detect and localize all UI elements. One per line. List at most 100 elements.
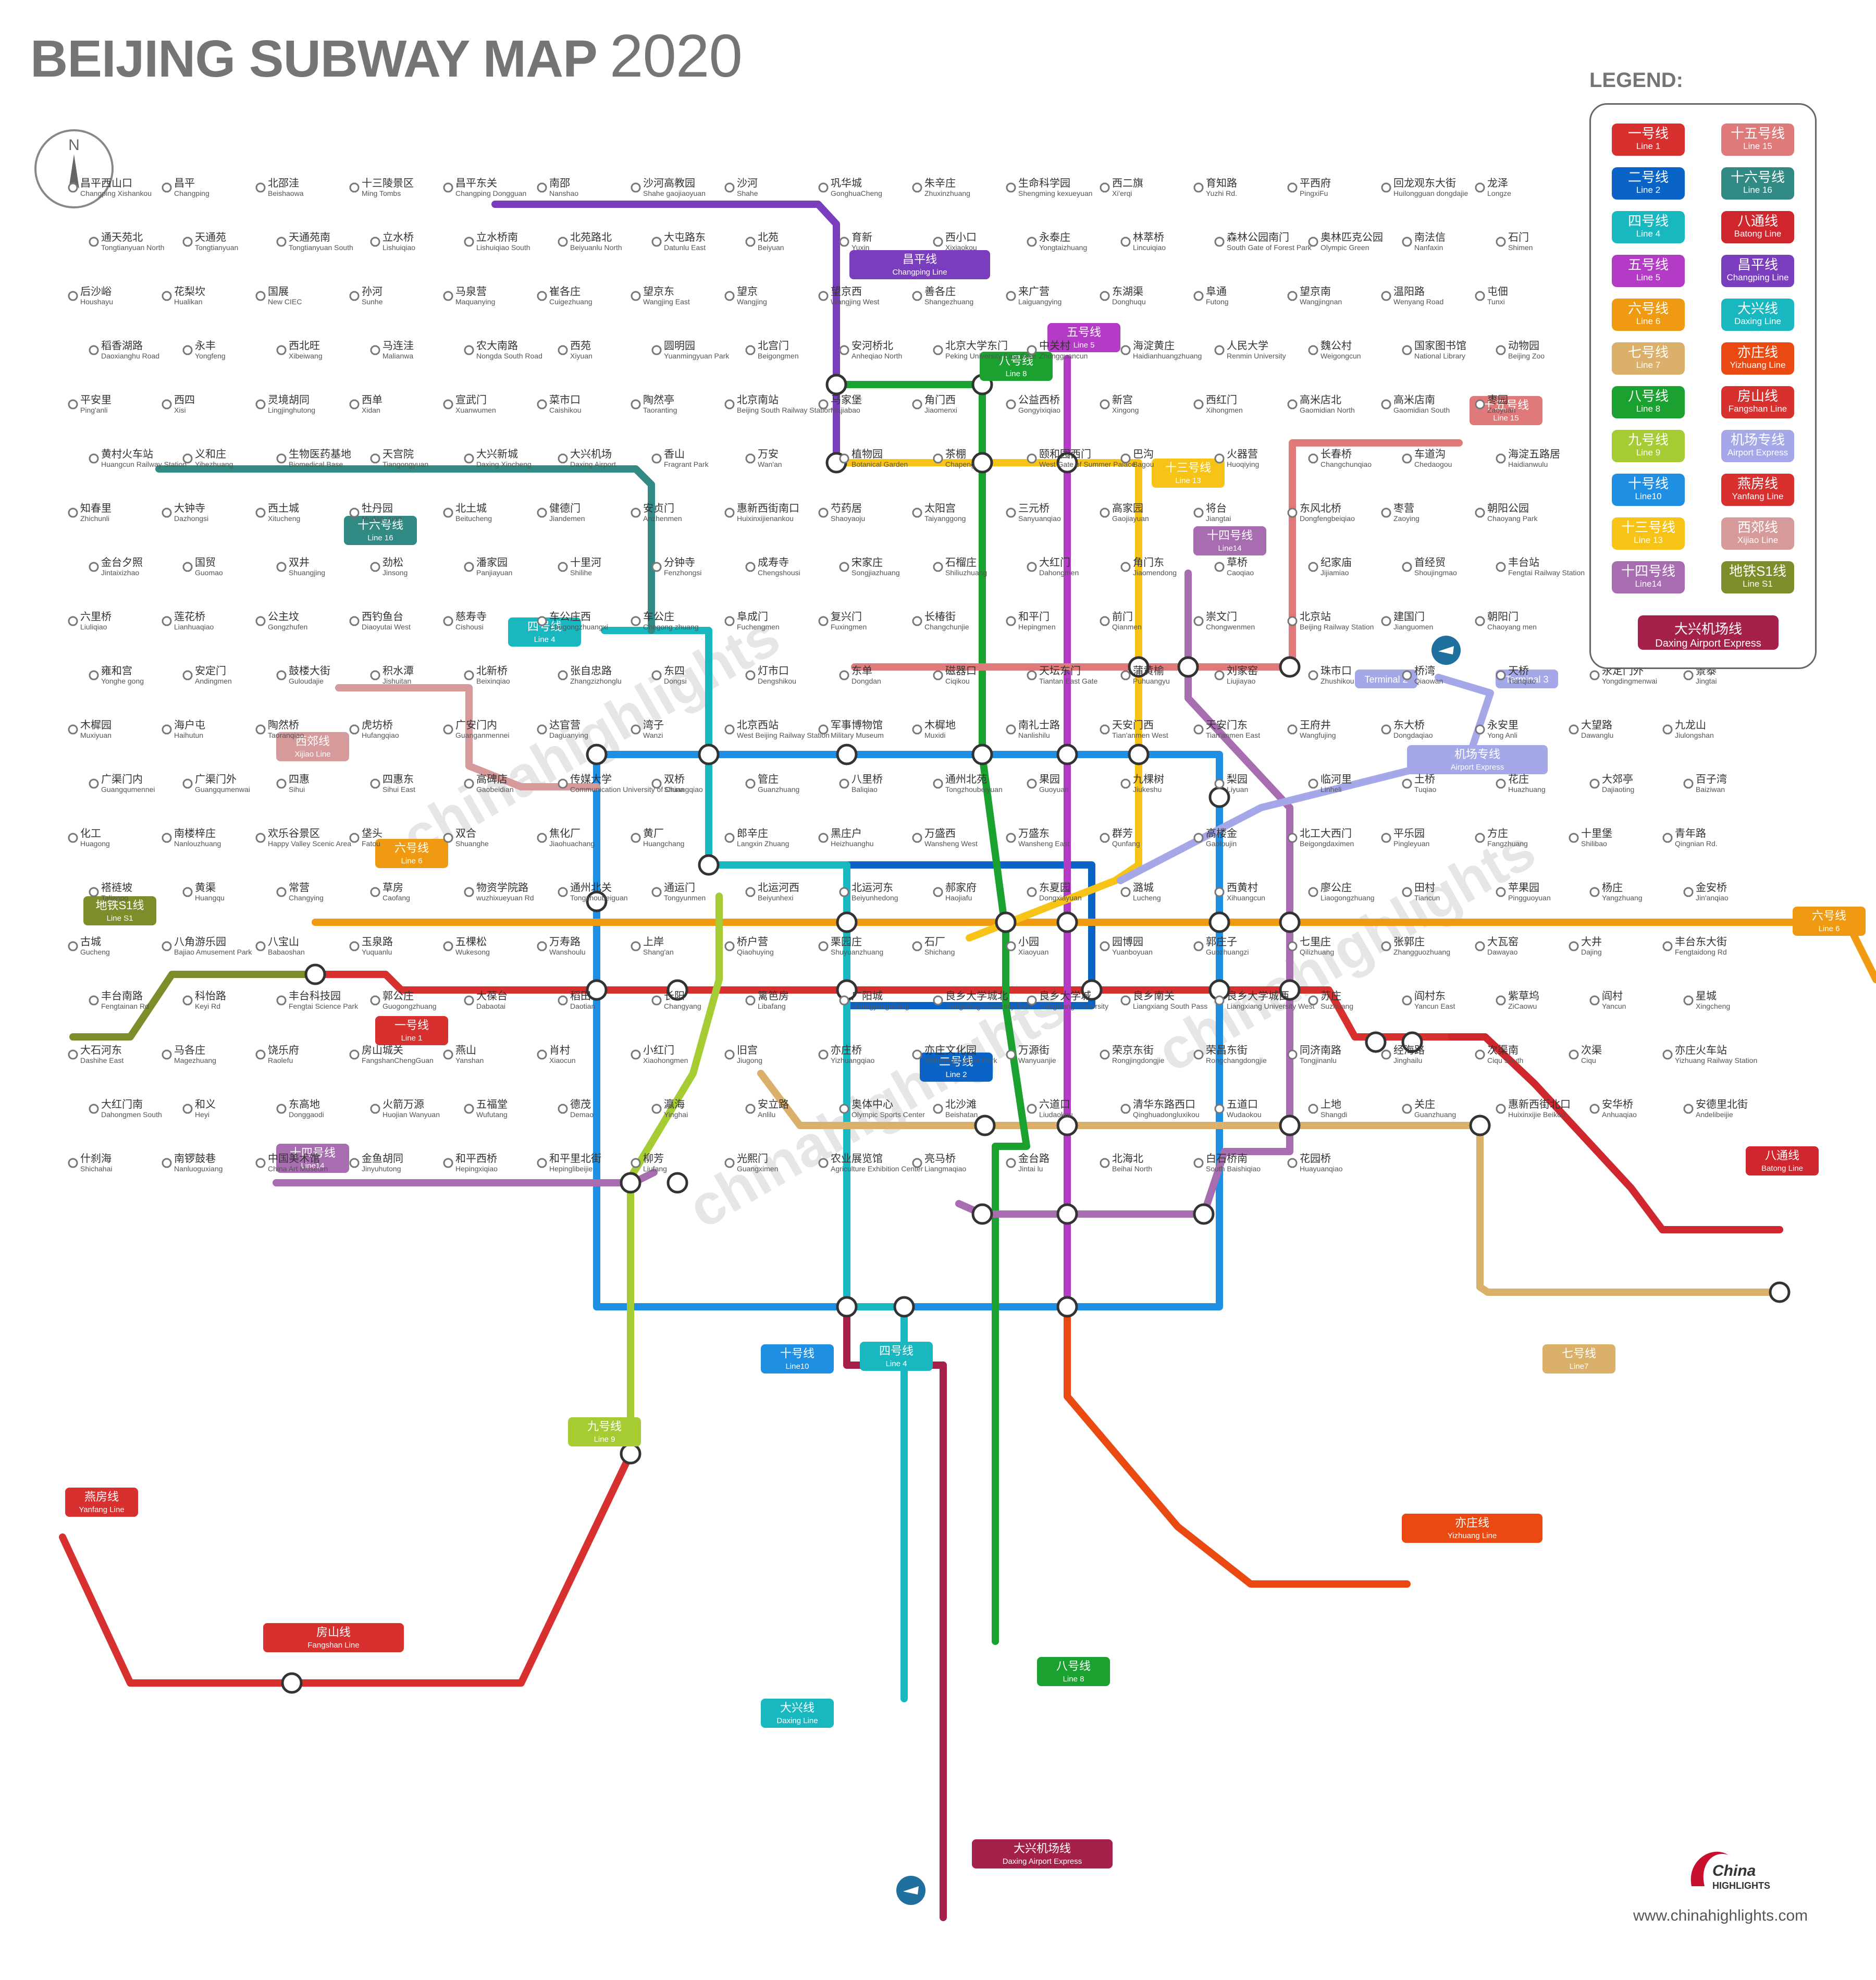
- station-dot[interactable]: [631, 616, 641, 626]
- station-dot[interactable]: [1381, 833, 1391, 843]
- station-dot[interactable]: [1287, 508, 1298, 518]
- station-dot[interactable]: [89, 670, 99, 680]
- station-dot[interactable]: [1381, 616, 1391, 626]
- station-dot[interactable]: [182, 1104, 193, 1114]
- station-dot[interactable]: [162, 833, 172, 843]
- station-dot[interactable]: [537, 941, 547, 951]
- station-dot[interactable]: [1381, 182, 1391, 193]
- station-dot[interactable]: [933, 887, 943, 897]
- station-dot[interactable]: [1100, 941, 1110, 951]
- station-dot[interactable]: [1475, 941, 1485, 951]
- station-dot[interactable]: [1569, 724, 1579, 735]
- station-dot[interactable]: [276, 345, 287, 355]
- station-dot[interactable]: [349, 941, 360, 951]
- station-dot[interactable]: [1287, 1158, 1298, 1168]
- station-dot[interactable]: [1287, 291, 1298, 301]
- station-dot[interactable]: [1006, 1158, 1016, 1168]
- station-dot[interactable]: [276, 887, 287, 897]
- station-dot[interactable]: [276, 562, 287, 572]
- station-dot[interactable]: [349, 724, 360, 735]
- station-dot[interactable]: [1402, 670, 1412, 680]
- station-dot[interactable]: [651, 995, 662, 1006]
- station-dot[interactable]: [537, 508, 547, 518]
- station-dot[interactable]: [349, 833, 360, 843]
- station-dot[interactable]: [89, 453, 99, 464]
- station-dot[interactable]: [651, 670, 662, 680]
- station-dot[interactable]: [276, 995, 287, 1006]
- station-dot[interactable]: [1496, 562, 1506, 572]
- station-dot[interactable]: [1027, 453, 1037, 464]
- station-dot[interactable]: [464, 670, 474, 680]
- station-dot[interactable]: [349, 182, 360, 193]
- station-dot[interactable]: [464, 887, 474, 897]
- station-dot[interactable]: [68, 508, 78, 518]
- station-dot[interactable]: [537, 1158, 547, 1168]
- station-dot[interactable]: [1027, 237, 1037, 247]
- station-dot[interactable]: [1100, 291, 1110, 301]
- station-dot[interactable]: [464, 453, 474, 464]
- station-dot[interactable]: [537, 724, 547, 735]
- station-dot[interactable]: [255, 1049, 266, 1060]
- station-dot[interactable]: [370, 562, 380, 572]
- station-dot[interactable]: [443, 291, 453, 301]
- station-dot[interactable]: [933, 778, 943, 789]
- station-dot[interactable]: [182, 778, 193, 789]
- station-dot[interactable]: [1402, 345, 1412, 355]
- station-dot[interactable]: [839, 1104, 849, 1114]
- station-dot[interactable]: [651, 778, 662, 789]
- station-dot[interactable]: [933, 237, 943, 247]
- station-dot[interactable]: [1662, 724, 1673, 735]
- station-dot[interactable]: [631, 1049, 641, 1060]
- station-dot[interactable]: [745, 562, 756, 572]
- station-dot[interactable]: [1193, 399, 1204, 410]
